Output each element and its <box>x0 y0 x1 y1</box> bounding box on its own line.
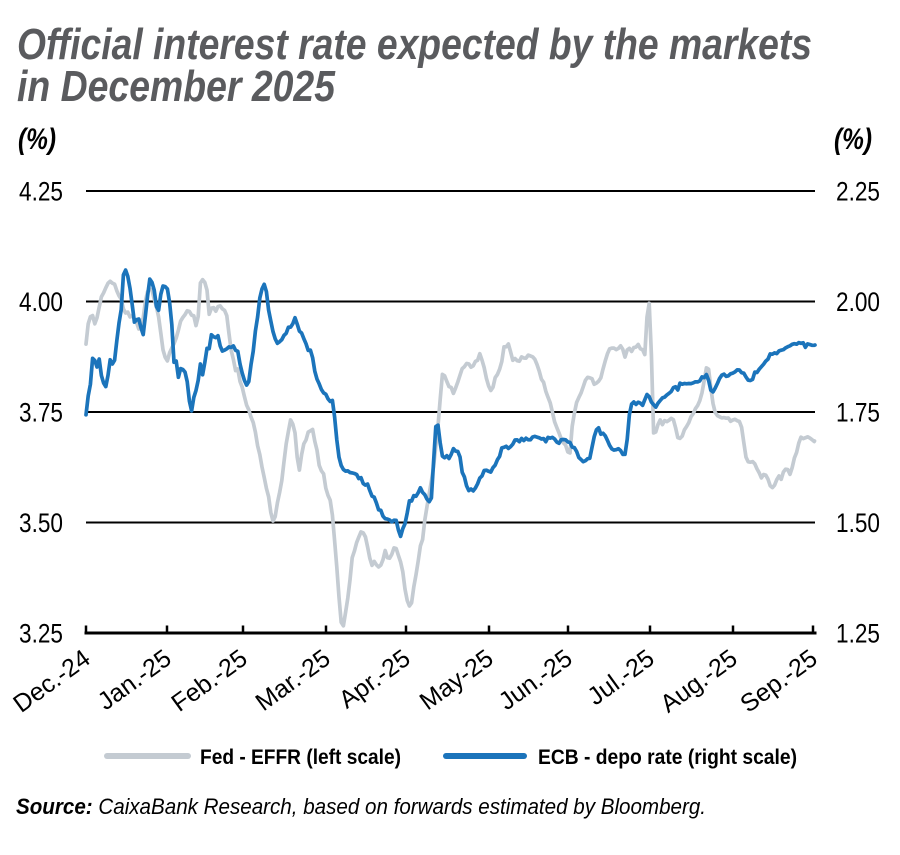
svg-text:1.25: 1.25 <box>836 619 880 649</box>
svg-text:Official interest rate expecte: Official interest rate expected by the m… <box>17 20 812 69</box>
svg-text:1.50: 1.50 <box>836 508 880 538</box>
svg-text:3.50: 3.50 <box>19 508 63 538</box>
svg-text:3.75: 3.75 <box>19 398 63 428</box>
svg-text:(%): (%) <box>18 123 56 156</box>
svg-text:(%): (%) <box>834 123 872 156</box>
svg-text:Source: CaixaBank Research, ba: Source: CaixaBank Research, based on for… <box>16 794 706 819</box>
svg-text:2.00: 2.00 <box>836 287 880 317</box>
svg-text:3.25: 3.25 <box>19 619 63 649</box>
svg-text:Fed - EFFR (left scale): Fed - EFFR (left scale) <box>200 745 401 769</box>
svg-text:4.00: 4.00 <box>19 287 63 317</box>
svg-text:4.25: 4.25 <box>19 177 63 207</box>
svg-text:1.75: 1.75 <box>836 398 880 428</box>
svg-text:2.25: 2.25 <box>836 177 880 207</box>
svg-text:ECB - depo rate (right scale): ECB - depo rate (right scale) <box>538 745 797 769</box>
svg-text:in December 2025: in December 2025 <box>17 62 335 111</box>
